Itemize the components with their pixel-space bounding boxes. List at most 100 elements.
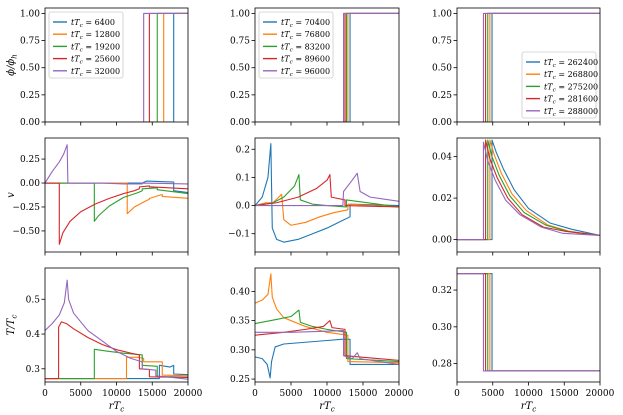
y-tick-label: 0.2	[236, 145, 250, 155]
series-line-3	[255, 309, 399, 363]
y-tick-label: −0.25	[12, 203, 40, 213]
y-tick-label: 0.50	[230, 64, 250, 74]
y-tick-label: 0.50	[432, 64, 452, 74]
series-line-1	[457, 139, 600, 241]
x-tick-label: 5000	[69, 389, 92, 399]
series-line-2	[457, 139, 600, 241]
y-tick-label: 0.30	[432, 323, 452, 333]
series-line-2	[457, 272, 600, 372]
series-group	[255, 12, 399, 122]
y-tick-label: 0.28	[432, 360, 452, 370]
y-tick-label: 0.25	[432, 91, 452, 101]
y-tick-label: 1.00	[230, 9, 250, 19]
y-axis-label: T/Tc	[6, 315, 19, 336]
series-line-3	[255, 174, 399, 208]
panel-T-col3: 0.28 0.30 0.32 0 5000 10000 15000 20000 rTc	[432, 267, 615, 414]
y-tick-label: 0.4	[26, 330, 41, 340]
y-tick-label: 0.75	[20, 37, 40, 47]
y-tick-label: 0.5	[26, 295, 41, 305]
y-tick-label: 0.04	[432, 153, 452, 163]
y-tick-label: 0.3	[26, 365, 41, 375]
y-tick-label: 0.75	[432, 37, 452, 47]
legend-box	[48, 11, 124, 79]
y-tick-label: 0.00	[432, 236, 452, 246]
series-line-3	[45, 348, 188, 380]
legend-entry: tTc = 288000	[544, 107, 598, 118]
y-tick-label: 0.32	[432, 286, 452, 296]
legend-entry: tTc = 96000	[281, 67, 330, 78]
legend-entry: tTc = 262400	[544, 58, 598, 69]
axes-frame	[456, 267, 601, 383]
x-tick-label: 20000	[586, 389, 615, 399]
series-line-5	[457, 141, 600, 241]
series-group	[45, 279, 188, 380]
series-line-4	[457, 272, 600, 372]
x-tick-label: 15000	[550, 389, 579, 399]
y-tick-label: 1.00	[432, 9, 452, 19]
y-axis-label: v	[6, 192, 17, 198]
legend-box	[521, 51, 597, 119]
y-tick-label: 0.25	[20, 91, 40, 101]
y-axis-label: ϕ/ϕh	[6, 54, 19, 76]
y-tick-label: −0.1	[228, 230, 250, 240]
series-group	[45, 12, 188, 122]
x-axis-label: rTc	[109, 401, 124, 414]
y-tick-label: 0.0	[236, 202, 251, 212]
y-tick-label: 0.00	[432, 118, 452, 128]
series-group	[457, 139, 600, 241]
x-axis-label: rTc	[521, 401, 536, 414]
x-tick-label: 0	[42, 389, 48, 399]
legend-entry: tTc = 70400	[281, 18, 330, 29]
axes-frame	[456, 137, 601, 253]
series-line-1	[457, 272, 600, 372]
y-tick-label: 0.00	[230, 118, 250, 128]
y-tick-label: 0.00	[20, 179, 40, 189]
y-tick-label: 0.30	[230, 346, 250, 356]
series-line-3	[457, 139, 600, 241]
panel-v-col3: 0.00 0.02 0.04	[432, 137, 601, 256]
series-line-5	[45, 279, 188, 380]
series-line-3	[457, 272, 600, 372]
panel-v-col2: −0.1 0.0 0.1 0.2	[228, 137, 400, 256]
y-tick-label: 0.02	[432, 194, 452, 204]
series-line-2	[45, 356, 188, 380]
x-tick-label: 5000	[280, 389, 303, 399]
series-group	[255, 143, 399, 243]
series-group	[45, 144, 188, 245]
series-line-3	[45, 182, 188, 222]
legend-entry: tTc = 83200	[281, 42, 330, 53]
series-line-4	[255, 174, 399, 208]
x-tick-label: 10000	[313, 389, 342, 399]
series-line-5	[457, 12, 600, 122]
x-tick-label: 15000	[138, 389, 167, 399]
y-tick-label: 0.1	[236, 173, 250, 183]
legend-entry: tTc = 32000	[71, 67, 120, 78]
panel-v-col1: −0.50 −0.25 0.00 0.25 v	[6, 137, 189, 256]
panel-T-col2: 0.25 0.30 0.35 0.40 0 5000 10000 15000 20000 rTc	[230, 267, 414, 414]
y-tick-label: 1.00	[20, 9, 40, 19]
legend-entry: tTc = 12800	[71, 30, 120, 41]
legend-entry: tTc = 268800	[544, 70, 598, 81]
panel-T-col1: 0.3 0.4 0.5 0 5000 10000 15000 20000 rTc T/Tc	[6, 267, 203, 414]
y-tick-label: −0.50	[12, 227, 40, 237]
x-axis-label: rTc	[319, 401, 334, 414]
x-tick-label: 0	[252, 389, 258, 399]
x-tick-label: 5000	[481, 389, 504, 399]
axes-frame	[254, 137, 400, 253]
series-line-4	[255, 320, 399, 361]
legend-box	[258, 11, 334, 79]
axes-frame	[44, 137, 189, 253]
series-line-4	[45, 321, 188, 380]
legend-entry: tTc = 76800	[281, 30, 330, 41]
legend-entry: tTc = 25600	[71, 55, 120, 66]
y-tick-label: 0.25	[20, 155, 40, 165]
x-tick-label: 20000	[385, 389, 414, 399]
y-tick-label: 0.25	[230, 375, 250, 385]
series-line-5	[255, 330, 399, 366]
